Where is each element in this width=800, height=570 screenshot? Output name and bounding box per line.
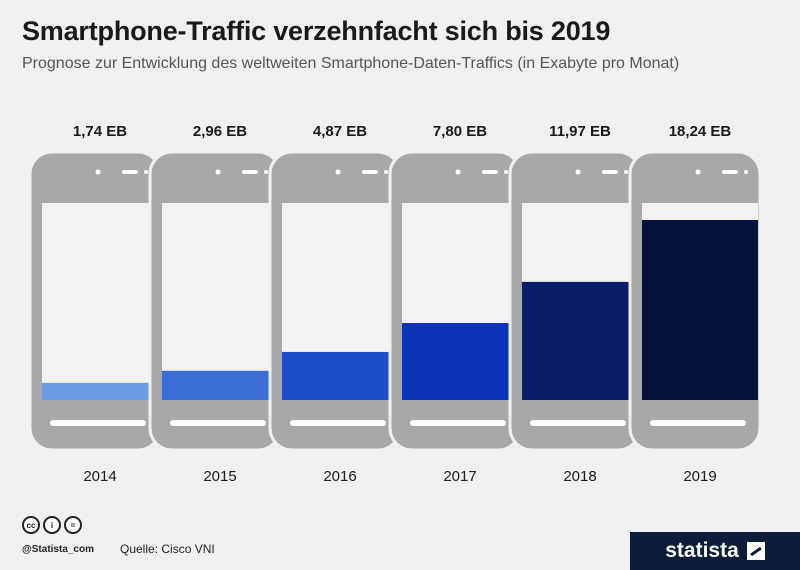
value-label-2014: 1,74 EB <box>73 123 127 140</box>
by-icon: i <box>43 516 61 534</box>
category-label-2017: 2017 <box>443 468 476 485</box>
phone-sensor <box>575 169 581 175</box>
chart-title: Smartphone-Traffic verzehnfacht sich bis… <box>22 16 611 46</box>
category-label-2018: 2018 <box>563 468 596 485</box>
phone-home-bar <box>530 420 626 426</box>
phone-speaker <box>602 170 618 174</box>
value-label-2018: 11,97 EB <box>549 123 611 140</box>
phone-sensor <box>95 169 101 175</box>
phone-home-bar <box>650 420 746 426</box>
category-label-2019: 2019 <box>683 468 716 485</box>
bar-2015 <box>162 370 278 400</box>
phone-camera <box>264 170 268 174</box>
value-label-2016: 4,87 EB <box>313 123 367 140</box>
phone-sensor <box>455 169 461 175</box>
phone-camera <box>624 170 628 174</box>
phone-home-bar <box>290 420 386 426</box>
category-label-2016: 2016 <box>323 468 356 485</box>
phone-screen <box>162 203 278 400</box>
bar-2016 <box>282 351 398 400</box>
value-label-2019: 18,24 EB <box>669 123 732 140</box>
value-label-2017: 7,80 EB <box>433 123 487 140</box>
statista-handle: @Statista_com <box>22 544 94 555</box>
phone-sensor <box>215 169 221 175</box>
phone-camera <box>744 170 748 174</box>
brand-name: statista <box>665 539 739 562</box>
license-icons: cc i = <box>22 516 82 534</box>
bar-2019 <box>642 220 758 400</box>
chart-subtitle: Prognose zur Entwicklung des weltweiten … <box>22 55 680 72</box>
phone-speaker <box>722 170 738 174</box>
phone-home-bar <box>50 420 146 426</box>
value-label-2015: 2,96 EB <box>193 123 247 140</box>
phone-speaker <box>482 170 498 174</box>
bar-2014 <box>42 382 158 400</box>
phone-home-bar <box>410 420 506 426</box>
phone-screen <box>42 203 158 400</box>
phone-speaker <box>122 170 138 174</box>
statista-brand[interactable]: statista <box>630 532 800 570</box>
phone-speaker <box>362 170 378 174</box>
phone-camera <box>504 170 508 174</box>
phone-speaker <box>242 170 258 174</box>
phone-camera <box>144 170 148 174</box>
chart-svg: 1,74 EB 2014 2,96 EB 2015 4,87 EB 2016 7,80 EB… <box>28 123 762 485</box>
source-note: Quelle: Cisco VNI <box>120 542 215 556</box>
cc-icon: cc <box>22 516 40 534</box>
category-label-2014: 2014 <box>83 468 116 485</box>
phone-camera <box>384 170 388 174</box>
phone-sensor <box>335 169 341 175</box>
phone-sensor <box>695 169 701 175</box>
nd-icon: = <box>64 516 82 534</box>
bar-2018 <box>522 281 638 400</box>
bar-2017 <box>402 323 518 400</box>
statista-logo-icon <box>746 542 765 560</box>
category-label-2015: 2015 <box>203 468 236 485</box>
phone-home-bar <box>170 420 266 426</box>
